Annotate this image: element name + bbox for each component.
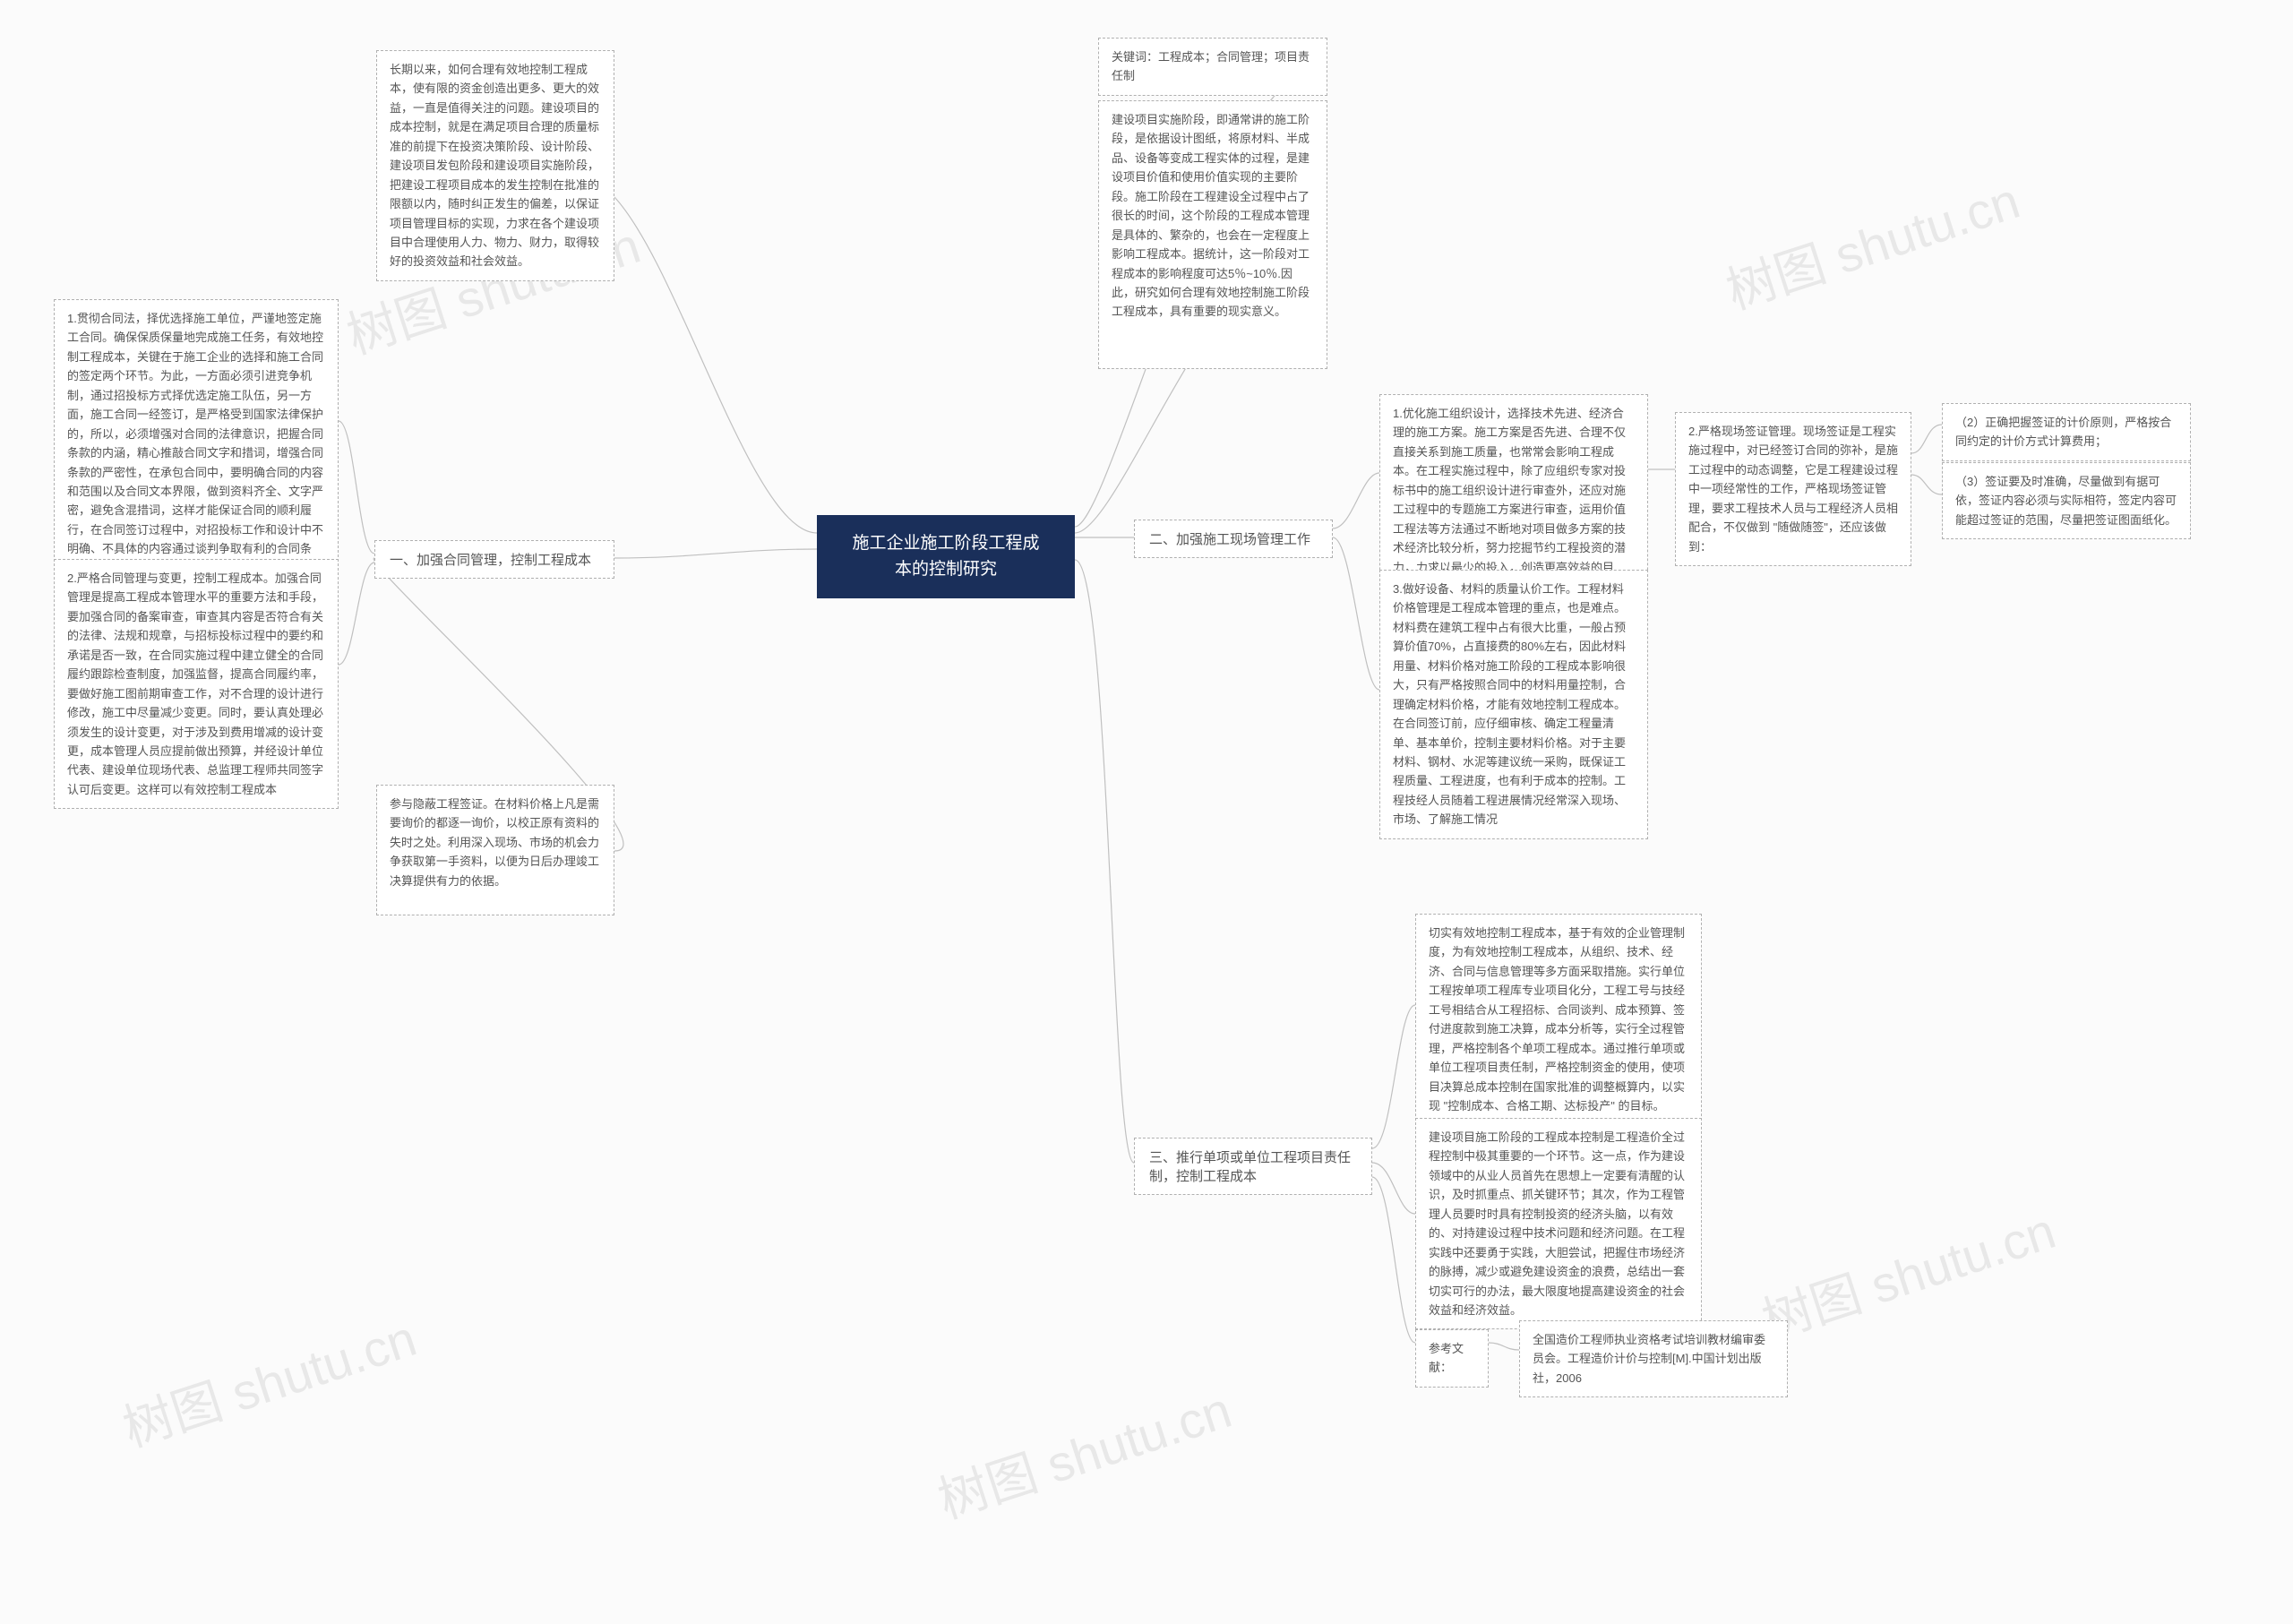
leaf-contract-2: 2.严格合同管理与变更，控制工程成本。加强合同管理是提高工程成本管理水平的重要方…: [54, 559, 339, 809]
center-text: 施工企业施工阶段工程成本的控制研究: [852, 531, 1039, 582]
watermark: 树图 shutu.cn: [1716, 161, 2028, 324]
center-node: 施工企业施工阶段工程成本的控制研究: [817, 515, 1075, 598]
branch-responsibility: 三、推行单项或单位工程项目责任制，控制工程成本: [1134, 1138, 1372, 1195]
branch-label: 一、加强合同管理，控制工程成本: [390, 550, 591, 569]
leaf-text: 长期以来，如何合理有效地控制工程成本，使有限的资金创造出更多、更大的效益，一直是…: [390, 63, 599, 268]
leaf-site-2-sub2: （3）签证要及时准确，尽量做到有据可依，签证内容必须与实际相符，签定内容可能超过…: [1942, 462, 2191, 539]
leaf-resp-1: 切实有效地控制工程成本，基于有效的企业管理制度，为有效地控制工程成本，从组织、技…: [1415, 914, 1702, 1125]
leaf-ref-body: 全国造价工程师执业资格考试培训教材编审委员会。工程造价计价与控制[M].中国计划…: [1519, 1320, 1788, 1397]
branch-label: 三、推行单项或单位工程项目责任制，控制工程成本: [1149, 1147, 1351, 1185]
leaf-site-2-sub1: （2）正确把握签证的计价原则，严格按合同约定的计价方式计算费用；: [1942, 403, 2191, 461]
watermark: 树图 shutu.cn: [113, 1299, 425, 1462]
leaf-text: 参与隐蔽工程签证。在材料价格上凡是需要询价的都逐一询价，以校正原有资料的失时之处…: [390, 797, 599, 888]
leaf-text: 参考文献：: [1429, 1342, 1464, 1374]
leaf-resp-2: 建设项目施工阶段的工程成本控制是工程造价全过程控制中极其重要的一个环节。这一点，…: [1415, 1118, 1702, 1329]
leaf-text: 关键词：工程成本；合同管理；项目责任制: [1112, 50, 1310, 82]
leaf-text: 切实有效地控制工程成本，基于有效的企业管理制度，为有效地控制工程成本，从组织、技…: [1429, 926, 1685, 1113]
leaf-text: 建设项目实施阶段，即通常讲的施工阶段，是依据设计图纸，将原材料、半成品、设备等变…: [1112, 113, 1310, 318]
watermark: 树图 shutu.cn: [1752, 1191, 2064, 1354]
leaf-intro-1: 长期以来，如何合理有效地控制工程成本，使有限的资金创造出更多、更大的效益，一直是…: [376, 50, 614, 281]
leaf-site-3: 3.做好设备、材料的质量认价工作。工程材料价格管理是工程成本管理的重点，也是难点…: [1379, 570, 1648, 839]
leaf-intro-2: 建设项目实施阶段，即通常讲的施工阶段，是依据设计图纸，将原材料、半成品、设备等变…: [1098, 100, 1327, 369]
watermark: 树图 shutu.cn: [928, 1371, 1240, 1534]
branch-label: 二、加强施工现场管理工作: [1149, 529, 1310, 548]
leaf-text: 全国造价工程师执业资格考试培训教材编审委员会。工程造价计价与控制[M].中国计划…: [1533, 1333, 1765, 1385]
leaf-hidden-cert: 参与隐蔽工程签证。在材料价格上凡是需要询价的都逐一询价，以校正原有资料的失时之处…: [376, 785, 614, 915]
leaf-text: （2）正确把握签证的计价原则，严格按合同约定的计价方式计算费用；: [1955, 416, 2171, 448]
leaf-text: 1.优化施工组织设计，选择技术先进、经济合理的施工方案。施工方案是否先进、合理不…: [1393, 407, 1626, 593]
leaf-text: 2.严格合同管理与变更，控制工程成本。加强合同管理是提高工程成本管理水平的重要方…: [67, 571, 323, 796]
leaf-text: 2.严格现场签证管理。现场签证是工程实施过程中，对已经签订合同的弥补，是施工过程…: [1688, 425, 1898, 554]
branch-site-mgmt: 二、加强施工现场管理工作: [1134, 520, 1333, 558]
leaf-ref-label: 参考文献：: [1415, 1329, 1489, 1388]
leaf-text: （3）签证要及时准确，尽量做到有据可依，签证内容必须与实际相符，签定内容可能超过…: [1955, 475, 2177, 527]
leaf-text: 3.做好设备、材料的质量认价工作。工程材料价格管理是工程成本管理的重点，也是难点…: [1393, 582, 1626, 826]
branch-contract-mgmt: 一、加强合同管理，控制工程成本: [374, 540, 614, 579]
leaf-text: 建设项目施工阶段的工程成本控制是工程造价全过程控制中极其重要的一个环节。这一点，…: [1429, 1130, 1685, 1317]
leaf-keywords: 关键词：工程成本；合同管理；项目责任制: [1098, 38, 1327, 96]
leaf-site-2: 2.严格现场签证管理。现场签证是工程实施过程中，对已经签订合同的弥补，是施工过程…: [1675, 412, 1911, 566]
